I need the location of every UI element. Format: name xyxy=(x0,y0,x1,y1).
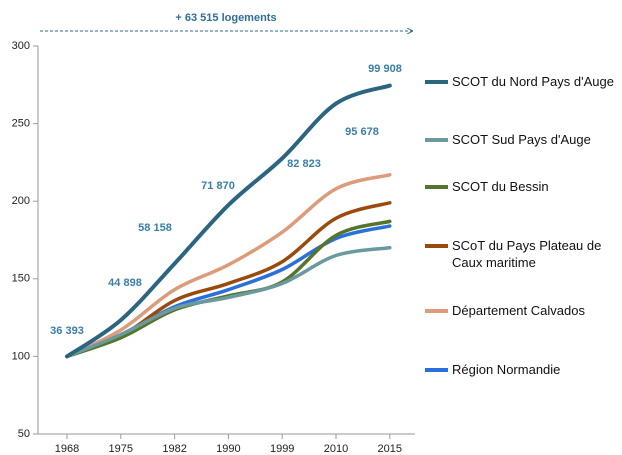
data-label: 71 870 xyxy=(201,180,235,192)
annotation: + 63 515 logements xyxy=(175,12,276,24)
data-label: 36 393 xyxy=(50,325,84,337)
y-tick-label: 200 xyxy=(12,195,30,207)
legend-label: SCoT du Pays Plateau de Caux maritime xyxy=(452,238,602,270)
x-tick-label: 2015 xyxy=(378,443,402,455)
x-tick-label: 1968 xyxy=(55,443,79,455)
y-tick-label: 150 xyxy=(12,273,30,285)
legend-label: Département Calvados xyxy=(452,303,585,318)
legend-label: Région Normandie xyxy=(452,362,561,377)
x-tick-label: 1990 xyxy=(216,443,240,455)
y-tick-label: 250 xyxy=(12,118,30,130)
data-label: 44 898 xyxy=(108,277,142,289)
data-label: 58 158 xyxy=(138,222,172,234)
series-line xyxy=(65,246,392,359)
data-label: 95 678 xyxy=(345,126,379,138)
data-label: 82 823 xyxy=(287,158,321,170)
legend-label: SCOT du Nord Pays d'Auge xyxy=(452,74,614,89)
x-tick-label: 2010 xyxy=(324,443,348,455)
x-tick-label: 1999 xyxy=(270,443,294,455)
series-line xyxy=(65,173,392,359)
series-line xyxy=(65,83,392,359)
data-label: 99 908 xyxy=(368,63,402,75)
x-tick-label: 1982 xyxy=(162,443,186,455)
y-tick-label: 300 xyxy=(12,40,30,52)
y-tick-label: 50 xyxy=(18,428,30,440)
legend-label: SCOT Sud Pays d'Auge xyxy=(452,132,591,147)
y-tick-label: 100 xyxy=(12,350,30,362)
x-tick-label: 1975 xyxy=(109,443,133,455)
legend-label: SCOT du Bessin xyxy=(452,179,549,194)
